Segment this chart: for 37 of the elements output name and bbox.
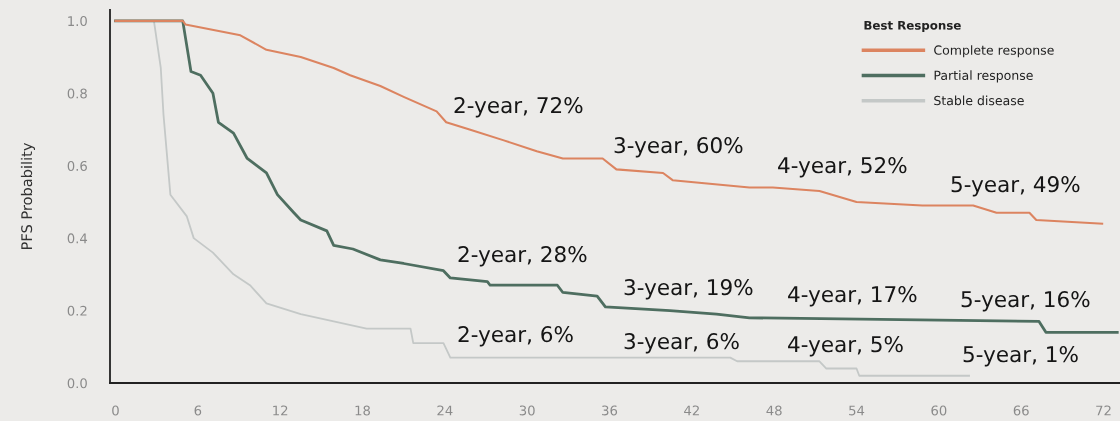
annotation: 3-year, 60% [614, 137, 743, 158]
x-tick-label: 12 [273, 405, 288, 416]
annotation: 5-year, 16% [961, 291, 1090, 312]
y-axis-title: PFS Probability [20, 142, 35, 250]
y-tick-label: 0.4 [67, 233, 88, 244]
annotation: 5-year, 1% [963, 346, 1078, 367]
annotation: 4-year, 52% [778, 157, 907, 178]
annotation: 3-year, 19% [624, 279, 753, 300]
x-tick-label: 30 [519, 405, 535, 416]
y-tick-label: 0.0 [67, 378, 87, 389]
x-tick-label: 72 [1096, 405, 1111, 416]
x-tick-label: 48 [766, 405, 782, 416]
annotation: 3-year, 6% [624, 333, 739, 354]
x-tick-label: 60 [931, 405, 947, 416]
annotation: 5-year, 49% [951, 176, 1080, 197]
x-tick-label: 42 [684, 405, 699, 416]
x-tick-label: 66 [1013, 405, 1029, 416]
x-tick-label: 36 [602, 405, 618, 416]
y-tick-label: 0.2 [67, 305, 87, 316]
y-tick-label: 0.8 [67, 88, 87, 99]
x-tick-label: 54 [849, 405, 865, 416]
annotation: 4-year, 17% [788, 286, 917, 307]
y-tick-label: 1.0 [68, 16, 87, 27]
y-tick-label: 0.6 [67, 160, 87, 171]
legend-label: Stable disease [934, 95, 1024, 106]
x-tick-label: 6 [194, 405, 202, 416]
x-tick-label: 24 [437, 405, 453, 416]
legend-label: Complete response [934, 45, 1054, 58]
annotation: 2-year, 6% [458, 326, 573, 347]
line-series [114, 19, 1104, 225]
legend-label: Partial response [934, 70, 1033, 83]
annotation: 4-year, 5% [788, 336, 903, 357]
x-tick-label: 0 [112, 405, 119, 416]
x-tick-label: 18 [355, 405, 370, 416]
annotation: 2-year, 72% [454, 97, 583, 118]
annotation: 2-year, 28% [458, 246, 587, 267]
legend-title: Best Response [864, 20, 961, 33]
